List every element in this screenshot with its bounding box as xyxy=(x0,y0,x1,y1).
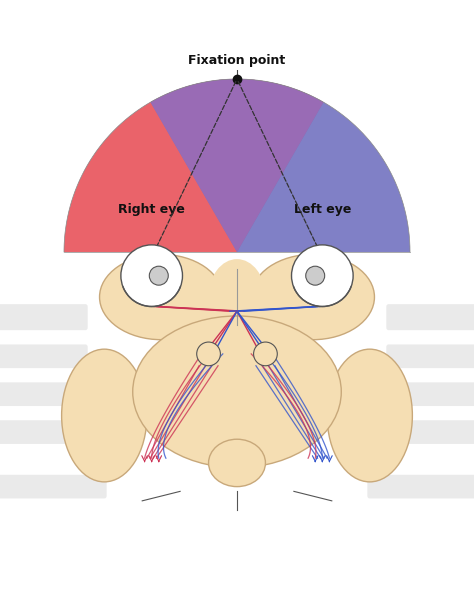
FancyBboxPatch shape xyxy=(386,383,474,406)
Circle shape xyxy=(306,266,325,285)
Ellipse shape xyxy=(327,349,412,482)
FancyBboxPatch shape xyxy=(0,383,88,406)
FancyBboxPatch shape xyxy=(367,475,474,498)
FancyBboxPatch shape xyxy=(386,345,474,368)
Wedge shape xyxy=(64,79,323,252)
FancyBboxPatch shape xyxy=(0,304,88,330)
Circle shape xyxy=(121,245,182,306)
Text: Fixation point: Fixation point xyxy=(188,54,286,67)
FancyBboxPatch shape xyxy=(386,421,474,444)
FancyBboxPatch shape xyxy=(0,421,88,444)
Circle shape xyxy=(292,245,353,306)
Text: Right eye: Right eye xyxy=(118,203,185,216)
Ellipse shape xyxy=(209,440,265,487)
Ellipse shape xyxy=(100,254,223,340)
Wedge shape xyxy=(151,79,410,252)
Ellipse shape xyxy=(133,316,341,468)
FancyBboxPatch shape xyxy=(0,475,107,498)
Text: Left eye: Left eye xyxy=(293,203,351,216)
Wedge shape xyxy=(151,79,323,252)
Ellipse shape xyxy=(62,349,147,482)
Ellipse shape xyxy=(251,254,374,340)
Circle shape xyxy=(197,342,220,366)
FancyBboxPatch shape xyxy=(0,345,88,368)
Circle shape xyxy=(254,342,277,366)
Circle shape xyxy=(149,266,168,285)
FancyBboxPatch shape xyxy=(386,304,474,330)
Ellipse shape xyxy=(209,259,265,335)
